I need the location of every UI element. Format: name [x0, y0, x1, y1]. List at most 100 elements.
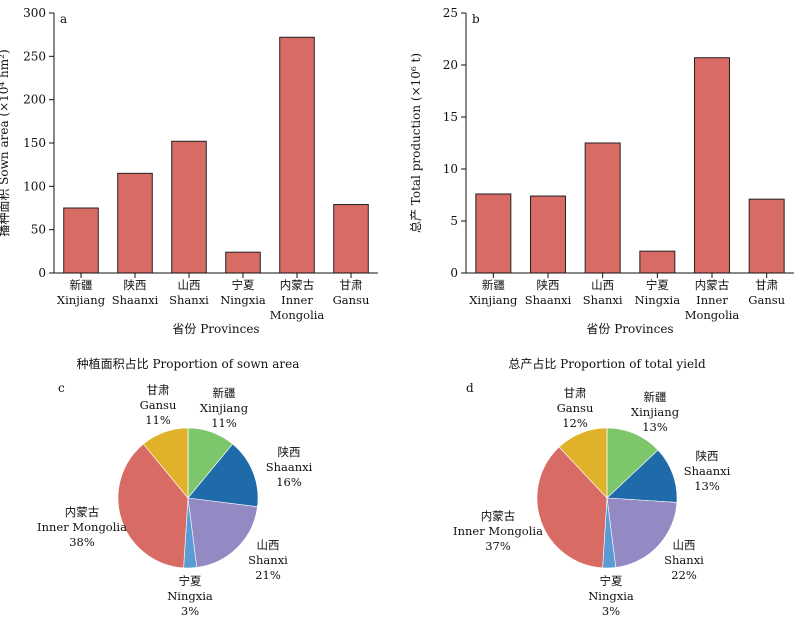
pie-label-line: Shanxi — [664, 553, 704, 567]
y-tick-label: 20 — [443, 58, 458, 72]
pie-label-line: 37% — [485, 539, 511, 553]
bar-b-4 — [694, 57, 730, 274]
pie-label-5: 甘肃 Gansu 12% — [557, 386, 594, 430]
x-tick-label: 山西 Shanxi — [169, 278, 209, 307]
pie-slice-c-2 — [187, 497, 258, 568]
pie-label-line: Gansu — [140, 398, 177, 412]
x-tick-label: 甘肃 Gansu — [333, 278, 370, 307]
y-tick-label: 150 — [23, 136, 46, 150]
pie-label-line: 21% — [255, 568, 281, 582]
pie-label-line: Xinjiang — [200, 401, 249, 415]
y-tick-label: 300 — [23, 6, 46, 20]
pie-label-line: Inner Mongolia — [37, 520, 127, 534]
pie-label-line: 22% — [671, 568, 697, 582]
pie-label-line: 内蒙古 — [65, 505, 100, 519]
pie-label-3: 宁夏 Ningxia 3% — [167, 574, 213, 618]
y-tick-label: 200 — [23, 93, 46, 107]
x-tick-label: 陕西 Shaanxi — [112, 278, 159, 307]
pie-label-line: Xinjiang — [631, 405, 680, 419]
x-tick-label-line: 山西 — [591, 278, 614, 292]
pie-label-line: Shaanxi — [684, 464, 731, 478]
x-tick-label-line: 甘肃 — [340, 278, 363, 292]
pie-label-line: 甘肃 — [147, 383, 170, 397]
x-tick-label-line: Shanxi — [169, 293, 209, 307]
x-tick-label-line: 宁夏 — [646, 278, 669, 292]
pie-slice-d-0 — [606, 427, 659, 499]
x-tick-label-line: Xinjiang — [57, 293, 106, 307]
x-tick-label-line: Shanxi — [583, 293, 623, 307]
pie-label-line: 12% — [562, 416, 588, 430]
bar-a-2 — [171, 140, 207, 274]
pie-label-line: 山西 — [673, 538, 696, 552]
x-tick-label-line: 山西 — [178, 278, 201, 292]
y-axis-label-en: Total production (×10⁶ t) — [409, 53, 423, 205]
x-tick-label-line: Gansu — [333, 293, 370, 307]
bar-b-1 — [530, 195, 566, 274]
bar-a-0 — [63, 207, 99, 274]
pie-label-line: Shanxi — [248, 553, 288, 567]
x-tick-label: 内蒙古 Inner Mongolia — [685, 278, 740, 322]
panel-letter: d — [466, 381, 474, 395]
x-tick-label-line: Inner — [696, 293, 728, 307]
x-tick-label-line: Ningxia — [635, 293, 681, 307]
y-axis-label-cn: 播种面积 — [0, 185, 11, 237]
y-tick-label: 250 — [23, 49, 46, 63]
x-tick-label-line: 甘肃 — [755, 278, 778, 292]
bar-b-0 — [475, 193, 512, 274]
panel-letter: a — [60, 12, 67, 26]
x-tick-label: 内蒙古 Inner Mongolia — [270, 278, 325, 322]
bar-b-3 — [639, 250, 676, 274]
pie-label-line: 13% — [694, 479, 720, 493]
x-tick-label: 新疆 Xinjiang — [57, 278, 106, 307]
pie-chart-total-yield: 总产占比 Proportion of total yield d 新疆 Xinjian… — [453, 356, 731, 618]
x-tick-label-line: Mongolia — [685, 308, 740, 322]
bar-a-4 — [279, 36, 315, 274]
y-tick-label: 5 — [450, 214, 458, 228]
x-tick-label-line: Shaanxi — [525, 293, 572, 307]
pie-label-1: 陕西 Shaanxi 13% — [684, 449, 731, 493]
bar-b-5 — [748, 198, 785, 274]
pie-label-4: 内蒙古 Inner Mongolia 37% — [453, 509, 543, 553]
pie-label-line: 宁夏 — [600, 574, 623, 588]
pie-label-line: 山西 — [257, 538, 280, 552]
x-tick-label-line: Inner — [281, 293, 313, 307]
x-tick-label-line: Xinjiang — [469, 293, 518, 307]
pie-slice-c-4 — [117, 443, 189, 569]
x-tick-label-line: 新疆 — [70, 278, 93, 292]
x-axis-label: 省份 Provinces — [172, 322, 259, 336]
x-tick-label-line: Mongolia — [270, 308, 325, 322]
x-tick-label: 宁夏 Ningxia — [635, 278, 681, 307]
pie-title: 总产占比 Proportion of total yield — [508, 356, 706, 371]
y-tick-label: 15 — [443, 110, 458, 124]
pie-label-line: 11% — [145, 413, 171, 427]
x-axis-label: 省份 Provinces — [586, 322, 673, 336]
pie-chart-sown-area: 种植面积占比 Proportion of sown area c 新疆 Xinjian… — [37, 356, 313, 618]
pie-label-line: 新疆 — [213, 386, 236, 400]
panel-letter: b — [472, 12, 480, 26]
y-tick-label: 50 — [31, 223, 46, 237]
pie-label-line: Shaanxi — [266, 460, 313, 474]
pie-label-line: Ningxia — [588, 589, 634, 603]
y-tick-label: 10 — [443, 162, 458, 176]
pie-slice-d-4 — [536, 446, 608, 569]
x-tick-label-line: 陕西 — [537, 278, 560, 292]
bar-a-1 — [117, 172, 153, 274]
bar-a-5 — [333, 204, 369, 274]
pie-label-line: 3% — [181, 604, 199, 618]
y-axis-label: 播种面积 Sown area (×10⁴ hm²) — [0, 49, 11, 236]
x-tick-label-line: Shaanxi — [112, 293, 159, 307]
bar-a-3 — [225, 251, 261, 274]
x-tick-label-line: Gansu — [748, 293, 785, 307]
pie-label-line: 11% — [211, 416, 237, 430]
pie-label-line: 16% — [276, 475, 302, 489]
x-tick-label: 山西 Shanxi — [583, 278, 623, 307]
y-tick-label: 0 — [450, 266, 458, 280]
pie-label-3: 宁夏 Ningxia 3% — [588, 574, 634, 618]
x-tick-label-line: 新疆 — [482, 278, 505, 292]
bar-b-2 — [584, 142, 621, 274]
pie-label-line: Inner Mongolia — [453, 524, 543, 538]
